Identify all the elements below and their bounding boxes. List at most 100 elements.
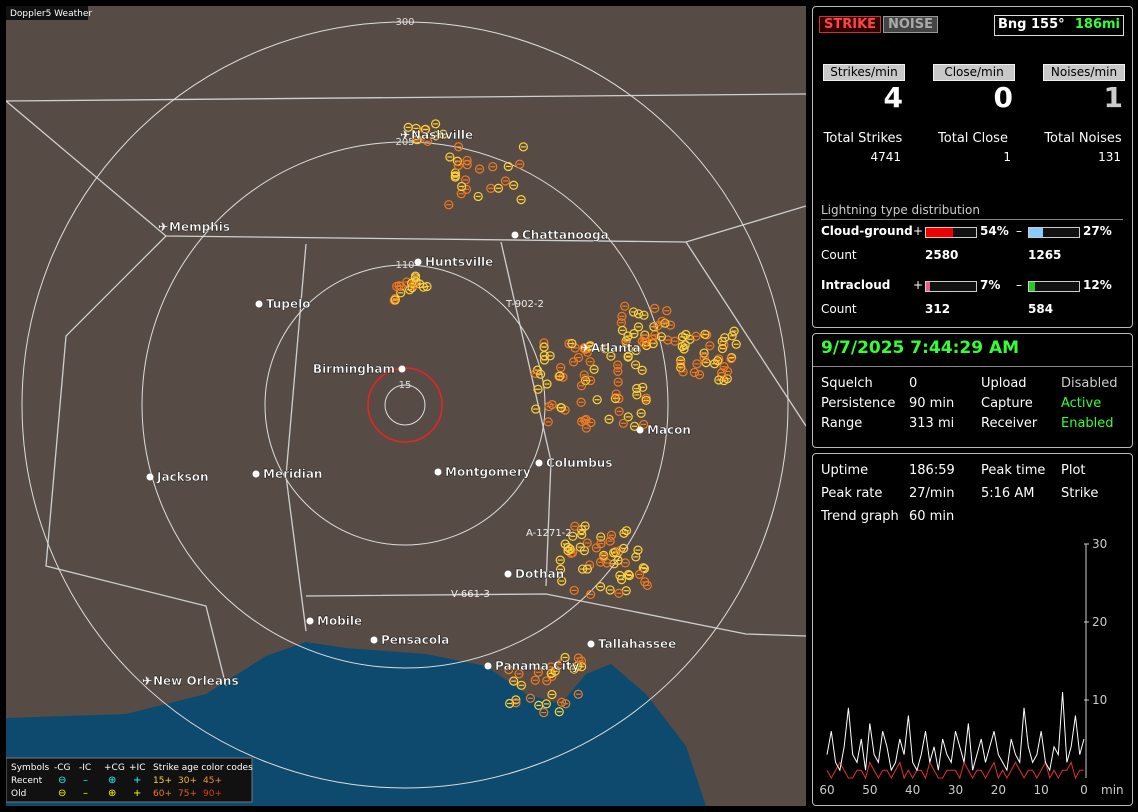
bar <box>926 228 953 237</box>
strike-symbol <box>565 544 575 554</box>
strike-symbol <box>649 322 659 332</box>
strike-symbol <box>573 653 583 663</box>
strike-symbol <box>577 529 587 540</box>
strike-symbol <box>573 689 583 699</box>
strike-symbol <box>623 331 633 341</box>
strike-symbol <box>691 331 701 341</box>
strike-symbol <box>420 124 431 134</box>
strike-symbol <box>700 329 710 339</box>
legend-age: 90+ <box>203 789 222 799</box>
city-dot <box>511 231 519 239</box>
strike-symbol <box>462 160 472 170</box>
field: 5:16 AM <box>981 486 1035 501</box>
strike-symbol <box>641 395 651 405</box>
strike-symbol <box>699 353 709 363</box>
city-dot <box>414 258 422 266</box>
city-dot <box>484 662 492 670</box>
strike-symbol <box>474 164 485 174</box>
legend-symbol: ⊕ <box>108 788 116 799</box>
strike-symbol <box>577 416 587 427</box>
strike-symbol <box>560 652 570 663</box>
x-tick-label: 60 <box>819 783 834 797</box>
strike-symbol <box>665 320 676 330</box>
strike-symbol <box>530 675 540 685</box>
strike-symbol <box>596 532 606 542</box>
city-label: Atlanta <box>591 341 641 355</box>
sign: + <box>913 278 924 292</box>
legend-type: +IC <box>129 763 145 773</box>
trend-graph: 10 20 30 60 50 40 30 20 10 0 min <box>819 537 1123 797</box>
city-label: Tupelo <box>266 297 311 311</box>
strike-symbol <box>621 526 632 536</box>
strike-symbol <box>555 555 565 565</box>
strike-symbol <box>390 295 400 305</box>
range-label: 205 <box>395 137 414 148</box>
city-label: Huntsville <box>425 255 493 269</box>
strike-symbol <box>450 171 461 181</box>
range-ring <box>21 21 789 789</box>
strike-symbol <box>689 367 700 378</box>
strike-symbol <box>639 310 649 320</box>
strike-symbol <box>677 341 687 352</box>
strike-symbol <box>530 368 541 378</box>
count-label: Count <box>821 248 857 262</box>
total-label: Total Strikes <box>823 131 903 146</box>
trend-panel: Uptime 186:59 Peak time Plot Peak rate 27/min… <box>812 453 1133 806</box>
strike-symbol <box>396 288 406 298</box>
field: Trend graph <box>821 509 899 524</box>
strike-symbol <box>563 546 573 556</box>
rate-button[interactable]: Noises/min <box>1043 64 1125 81</box>
strike-symbol <box>613 366 623 377</box>
strike-symbol <box>493 183 504 193</box>
strike-symbol <box>576 397 586 407</box>
strike-symbol <box>599 552 609 562</box>
legend-age: 30+ <box>178 776 197 786</box>
distance: 186mi <box>1074 17 1120 32</box>
strike-symbol <box>620 301 630 311</box>
strike-symbol <box>503 161 513 172</box>
strike-symbol <box>575 542 585 552</box>
strike-symbol <box>606 351 616 361</box>
percent: 27% <box>1083 224 1112 238</box>
strike-symbol <box>670 336 680 346</box>
strike-button[interactable]: STRIKE <box>819 16 882 33</box>
strike-symbol <box>629 421 640 431</box>
strike-symbol <box>554 707 564 717</box>
strike-symbol <box>585 589 596 600</box>
city-dot <box>146 473 154 481</box>
strike-symbol <box>650 303 660 313</box>
trend-line <box>826 692 1085 772</box>
field: Strike <box>1061 486 1099 501</box>
total-value: 131 <box>1098 150 1121 164</box>
strike-symbol <box>617 311 627 321</box>
strike-symbol <box>678 367 688 377</box>
strike-symbol <box>623 412 633 422</box>
city-label: New Orleans <box>153 674 239 688</box>
strike-symbol <box>713 356 723 366</box>
strike-symbol <box>589 364 599 374</box>
strike-symbol <box>619 543 629 553</box>
field: Receiver <box>981 416 1038 431</box>
strike-symbol <box>557 697 567 707</box>
strike-symbol <box>729 326 739 336</box>
noise-button[interactable]: NOISE <box>883 16 939 33</box>
percent: 12% <box>1083 278 1112 292</box>
strike-symbol <box>633 545 643 555</box>
strike-symbol <box>586 417 596 428</box>
strike-symbol <box>641 340 652 351</box>
strike-symbol <box>714 375 724 385</box>
rate-button[interactable]: Strikes/min <box>823 64 905 81</box>
rate-button[interactable]: Close/min <box>933 64 1015 81</box>
strike-symbol <box>632 390 642 400</box>
legend-type: +CG <box>104 763 125 773</box>
strike-symbol <box>709 359 720 369</box>
x-tick-label: 40 <box>905 783 920 797</box>
strike-symbol <box>578 564 588 574</box>
x-tick-label: 20 <box>991 783 1006 797</box>
legend-type: -IC <box>79 763 91 773</box>
strike-symbol <box>630 360 641 370</box>
strike-symbol <box>604 414 614 424</box>
strike-symbol <box>614 546 624 556</box>
percent: 54% <box>980 224 1009 238</box>
city-label: Meridian <box>263 467 322 481</box>
